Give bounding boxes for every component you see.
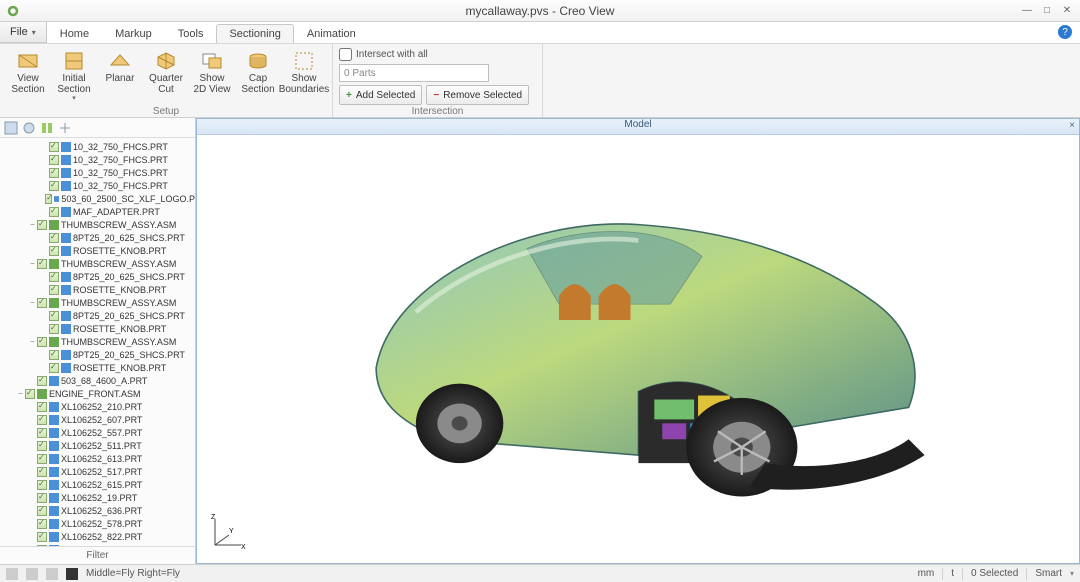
- svg-text:Z: Z: [211, 514, 216, 521]
- quarter-cut-button[interactable]: Quarter Cut: [144, 46, 188, 98]
- tree-tool-icon[interactable]: [22, 121, 36, 135]
- ribbon-tabs: HomeMarkupToolsSectioningAnimation: [47, 22, 369, 43]
- ribbon-group-intersection-label: Intersection: [339, 105, 536, 118]
- tree-item[interactable]: XL106252_607.PRT: [0, 413, 195, 426]
- tree-item[interactable]: XL106252_636.PRT: [0, 504, 195, 517]
- tree-item[interactable]: 503_68_4600_A.PRT: [0, 374, 195, 387]
- show-boundaries-icon: [292, 49, 316, 73]
- show-2d-view-button[interactable]: Show 2D View: [190, 46, 234, 98]
- status-bar: Middle=Fly Right=Fly mm t 0 Selected Sma…: [0, 564, 1080, 582]
- tree-item[interactable]: ROSETTE_KNOB.PRT: [0, 283, 195, 296]
- tree-item[interactable]: XL106252_557.PRT: [0, 426, 195, 439]
- tree-tool-icon[interactable]: [4, 121, 18, 135]
- tree-item[interactable]: −ENGINE_FRONT.ASM: [0, 387, 195, 400]
- model-viewer: Model ×: [196, 118, 1080, 564]
- tab-markup[interactable]: Markup: [102, 24, 165, 43]
- initial-section-icon: [62, 49, 86, 73]
- model-tree[interactable]: 10_32_750_FHCS.PRT10_32_750_FHCS.PRT10_3…: [0, 138, 195, 546]
- tree-item[interactable]: XL106252_613.PRT: [0, 452, 195, 465]
- app-logo-icon: [6, 4, 20, 18]
- status-icon[interactable]: [46, 568, 58, 580]
- tree-tool-icon[interactable]: [40, 121, 54, 135]
- tab-home[interactable]: Home: [47, 24, 102, 43]
- tab-tools[interactable]: Tools: [165, 24, 217, 43]
- viewport-canvas[interactable]: Z X Y: [197, 135, 1079, 563]
- close-button[interactable]: ✕: [1060, 5, 1074, 17]
- ribbon-group-setup-label: Setup: [6, 105, 326, 118]
- tab-animation[interactable]: Animation: [294, 24, 369, 43]
- quarter-cut-icon: [154, 49, 178, 73]
- show-2d-icon: [200, 49, 224, 73]
- ribbon-group-setup: View Section Initial Section Planar Quar…: [0, 44, 333, 117]
- title-bar: mycallaway.pvs - Creo View — □ ✕: [0, 0, 1080, 22]
- viewer-title-bar: Model ×: [197, 119, 1079, 135]
- tree-filter[interactable]: Filter: [0, 546, 195, 564]
- status-mode[interactable]: Smart: [1035, 568, 1062, 579]
- tree-item[interactable]: 8PT25_20_625_SHCS.PRT: [0, 231, 195, 244]
- tree-item[interactable]: XL106252_210.PRT: [0, 400, 195, 413]
- tree-item[interactable]: XL106252_511.PRT: [0, 439, 195, 452]
- initial-section-button[interactable]: Initial Section: [52, 46, 96, 105]
- menu-bar: File HomeMarkupToolsSectioningAnimation …: [0, 22, 1080, 44]
- tree-item[interactable]: −THUMBSCREW_ASSY.ASM: [0, 257, 195, 270]
- window-title: mycallaway.pvs - Creo View: [466, 4, 615, 18]
- tree-item[interactable]: ROSETTE_KNOB.PRT: [0, 361, 195, 374]
- show-boundaries-button[interactable]: Show Boundaries: [282, 46, 326, 98]
- orientation-triad: Z X Y: [207, 513, 247, 553]
- status-units: mm: [918, 568, 935, 579]
- status-icon[interactable]: [26, 568, 38, 580]
- tree-item[interactable]: 10_32_750_FHCS.PRT: [0, 153, 195, 166]
- tree-item[interactable]: 503_60_2500_SC_XLF_LOGO.P: [0, 192, 195, 205]
- add-selected-button[interactable]: +Add Selected: [339, 85, 422, 105]
- view-section-button[interactable]: View Section: [6, 46, 50, 98]
- cap-section-icon: [246, 49, 270, 73]
- status-time: t: [951, 568, 954, 579]
- tree-item[interactable]: ROSETTE_KNOB.PRT: [0, 322, 195, 335]
- planar-icon: [108, 49, 132, 73]
- tree-item[interactable]: −THUMBSCREW_ASSY.ASM: [0, 218, 195, 231]
- status-hint: Middle=Fly Right=Fly: [86, 568, 180, 579]
- viewer-close-icon[interactable]: ×: [1069, 120, 1075, 131]
- maximize-button[interactable]: □: [1040, 5, 1054, 17]
- tree-item[interactable]: 8PT25_20_625_SHCS.PRT: [0, 309, 195, 322]
- tree-tool-icon[interactable]: [58, 121, 72, 135]
- svg-text:Y: Y: [229, 528, 234, 535]
- tree-toolbar: [0, 118, 195, 138]
- tab-sectioning[interactable]: Sectioning: [216, 24, 293, 43]
- tree-item[interactable]: XL106252_822.PRT: [0, 530, 195, 543]
- tree-item[interactable]: XL106252_615.PRT: [0, 478, 195, 491]
- tree-item[interactable]: 10_32_750_FHCS.PRT: [0, 140, 195, 153]
- status-selected: 0 Selected: [971, 568, 1018, 579]
- svg-text:X: X: [241, 544, 246, 551]
- tree-item[interactable]: 10_32_750_FHCS.PRT: [0, 166, 195, 179]
- cap-section-button[interactable]: Cap Section: [236, 46, 280, 98]
- tree-item[interactable]: −THUMBSCREW_ASSY.ASM: [0, 335, 195, 348]
- parts-field[interactable]: 0 Parts: [339, 64, 489, 82]
- tree-item[interactable]: 8PT25_20_625_SHCS.PRT: [0, 270, 195, 283]
- view-section-icon: [16, 49, 40, 73]
- ribbon-group-intersection: Intersect with all 0 Parts +Add Selected…: [333, 44, 543, 117]
- car-model-rendering: [268, 169, 1009, 503]
- tree-item[interactable]: ROSETTE_KNOB.PRT: [0, 244, 195, 257]
- help-icon[interactable]: ?: [1058, 25, 1072, 39]
- work-area: 10_32_750_FHCS.PRT10_32_750_FHCS.PRT10_3…: [0, 118, 1080, 564]
- planar-button[interactable]: Planar: [98, 46, 142, 88]
- model-tree-panel: 10_32_750_FHCS.PRT10_32_750_FHCS.PRT10_3…: [0, 118, 196, 564]
- tree-item[interactable]: XL106252_19.PRT: [0, 491, 195, 504]
- tree-item[interactable]: MAF_ADAPTER.PRT: [0, 205, 195, 218]
- tree-item[interactable]: XL106252_578.PRT: [0, 517, 195, 530]
- file-menu[interactable]: File: [0, 22, 47, 43]
- status-icon[interactable]: [6, 568, 18, 580]
- intersect-with-all-checkbox[interactable]: Intersect with all: [339, 48, 428, 61]
- ribbon: View Section Initial Section Planar Quar…: [0, 44, 1080, 118]
- tree-item[interactable]: −THUMBSCREW_ASSY.ASM: [0, 296, 195, 309]
- tree-item[interactable]: 10_32_750_FHCS.PRT: [0, 179, 195, 192]
- tree-item[interactable]: XL106252_517.PRT: [0, 465, 195, 478]
- minimize-button[interactable]: —: [1020, 5, 1034, 17]
- tree-item[interactable]: 8PT25_20_625_SHCS.PRT: [0, 348, 195, 361]
- status-icon[interactable]: [66, 568, 78, 580]
- remove-selected-button[interactable]: −Remove Selected: [426, 85, 529, 105]
